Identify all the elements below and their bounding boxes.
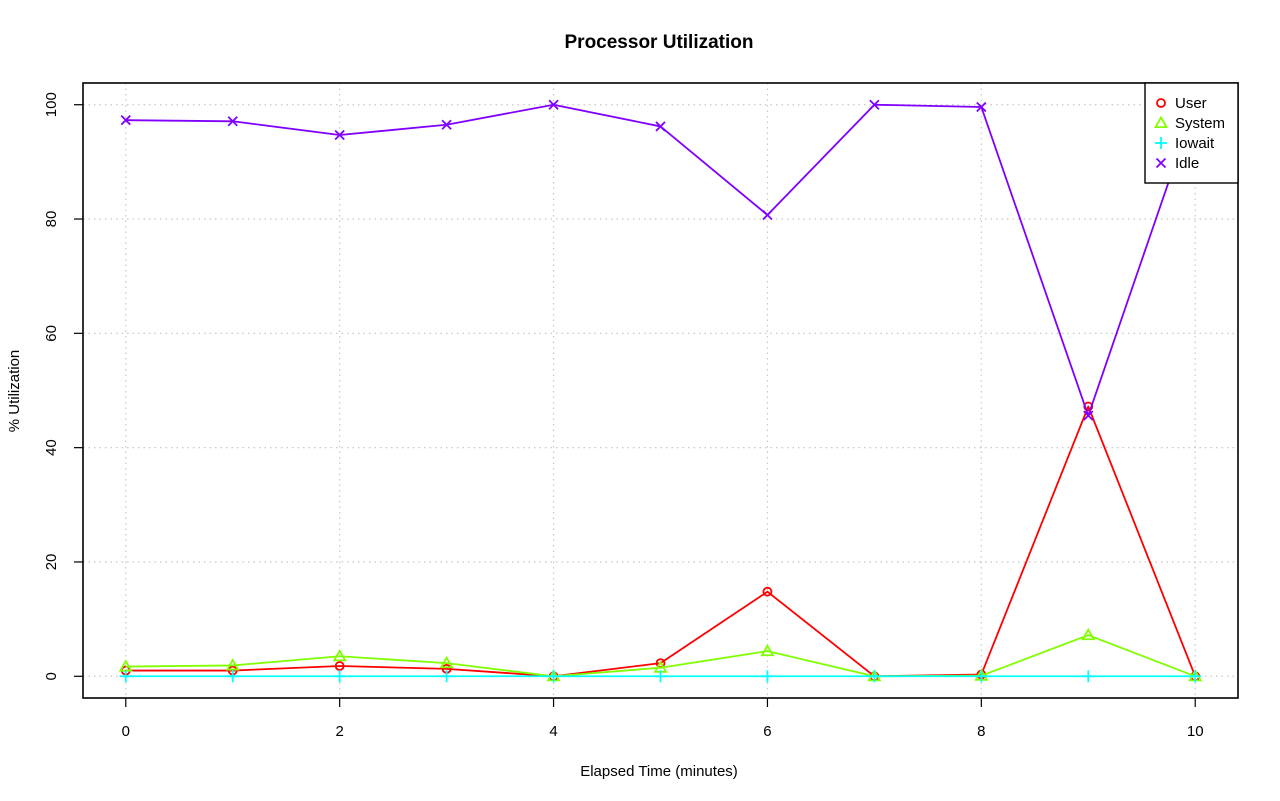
y-tick-label: 100 bbox=[43, 92, 60, 117]
data-point-iowait bbox=[1082, 670, 1095, 683]
grid-lines bbox=[83, 83, 1238, 698]
data-point-user-shape bbox=[334, 661, 345, 671]
chart-title: Processor Utilization bbox=[565, 32, 754, 53]
data-point-iowait bbox=[654, 670, 667, 683]
series-user bbox=[120, 401, 1201, 682]
data-point-idle-b bbox=[1083, 410, 1094, 421]
data-point-user bbox=[334, 661, 345, 671]
data-point-iowait bbox=[1189, 670, 1202, 683]
x-tick-label: 4 bbox=[549, 723, 557, 740]
data-point-system-shape bbox=[1081, 627, 1096, 641]
legend-marker-system bbox=[1153, 115, 1169, 129]
data-point-system-shape bbox=[439, 655, 454, 669]
data-point-iowait bbox=[868, 670, 881, 683]
data-point-user-shape bbox=[762, 586, 773, 597]
legend-label-iowait: Iowait bbox=[1175, 135, 1215, 152]
x-axis-label: Elapsed Time (minutes) bbox=[580, 763, 738, 780]
series-line-user bbox=[125, 405, 1197, 678]
data-point-idle bbox=[869, 99, 880, 110]
legend-label-idle: Idle bbox=[1175, 155, 1199, 172]
y-axis-label: % Utilization bbox=[6, 350, 23, 433]
data-point-system bbox=[1081, 627, 1096, 641]
x-tick-label: 6 bbox=[763, 723, 771, 740]
data-point-iowait bbox=[119, 670, 132, 683]
x-tick-label: 10 bbox=[1187, 723, 1204, 740]
data-point-iowait bbox=[333, 670, 346, 683]
y-tick-label: 40 bbox=[43, 439, 60, 456]
legend-label-user: User bbox=[1175, 95, 1207, 112]
legend-marker-user bbox=[1156, 98, 1166, 108]
x-tick-label: 8 bbox=[977, 723, 985, 740]
data-point-system bbox=[760, 643, 775, 657]
series-system bbox=[118, 627, 1203, 682]
series-line-system bbox=[125, 634, 1196, 678]
data-point-user bbox=[762, 586, 773, 597]
data-point-idle-b bbox=[120, 115, 131, 126]
legend-item-idle: Idle bbox=[1155, 155, 1199, 172]
data-point-system-shape bbox=[332, 648, 347, 662]
data-point-iowait bbox=[975, 670, 988, 683]
data-point-idle bbox=[1083, 410, 1094, 421]
data-point-idle bbox=[120, 115, 131, 126]
data-point-idle bbox=[334, 129, 345, 141]
series-group bbox=[118, 99, 1203, 683]
legend-item-user: User bbox=[1156, 95, 1207, 112]
data-point-idle-b bbox=[334, 129, 345, 141]
legend: User System Iowait Idle bbox=[1144, 82, 1239, 184]
data-point-idle bbox=[441, 119, 452, 130]
data-point-idle bbox=[655, 121, 666, 132]
data-point-idle bbox=[227, 116, 238, 127]
data-point-system bbox=[225, 658, 240, 671]
x-tick-label: 2 bbox=[335, 723, 343, 740]
data-point-idle-b bbox=[655, 121, 666, 132]
data-point-iowait bbox=[440, 670, 453, 683]
legend-marker-system-shape bbox=[1153, 115, 1169, 129]
x-tick-label: 0 bbox=[122, 723, 130, 740]
data-point-idle-b bbox=[869, 99, 880, 110]
legend-marker-iowait bbox=[1155, 137, 1167, 149]
legend-marker-idle bbox=[1155, 157, 1167, 169]
series-idle bbox=[120, 99, 1201, 421]
data-point-idle bbox=[762, 209, 773, 221]
data-point-iowait bbox=[547, 670, 560, 683]
legend-label-system: System bbox=[1175, 115, 1225, 132]
y-tick-label: 60 bbox=[43, 325, 60, 342]
data-point-idle-b bbox=[548, 99, 559, 110]
data-point-iowait bbox=[226, 670, 239, 683]
data-point-idle-b bbox=[762, 209, 773, 221]
legend-marker-user-shape bbox=[1156, 98, 1166, 108]
plot-frame bbox=[82, 82, 1239, 699]
data-point-system-shape bbox=[225, 658, 240, 671]
data-point-idle-b bbox=[441, 119, 452, 130]
series-line-idle bbox=[125, 103, 1197, 417]
legend-item-iowait: Iowait bbox=[1155, 135, 1215, 152]
y-tick-label: 0 bbox=[43, 672, 60, 680]
data-point-idle-b bbox=[976, 101, 987, 113]
data-point-idle bbox=[548, 99, 559, 110]
data-point-system bbox=[332, 648, 347, 662]
legend-item-system: System bbox=[1153, 115, 1225, 132]
y-tick-label: 20 bbox=[43, 554, 60, 571]
data-point-iowait bbox=[761, 670, 774, 683]
data-point-system-shape bbox=[760, 643, 775, 657]
y-tick-label: 80 bbox=[43, 211, 60, 228]
data-point-idle bbox=[976, 101, 987, 113]
data-point-system bbox=[439, 655, 454, 669]
legend-marker-idle-b bbox=[1155, 157, 1167, 169]
data-point-idle-b bbox=[227, 116, 238, 127]
series-iowait bbox=[119, 670, 1202, 683]
